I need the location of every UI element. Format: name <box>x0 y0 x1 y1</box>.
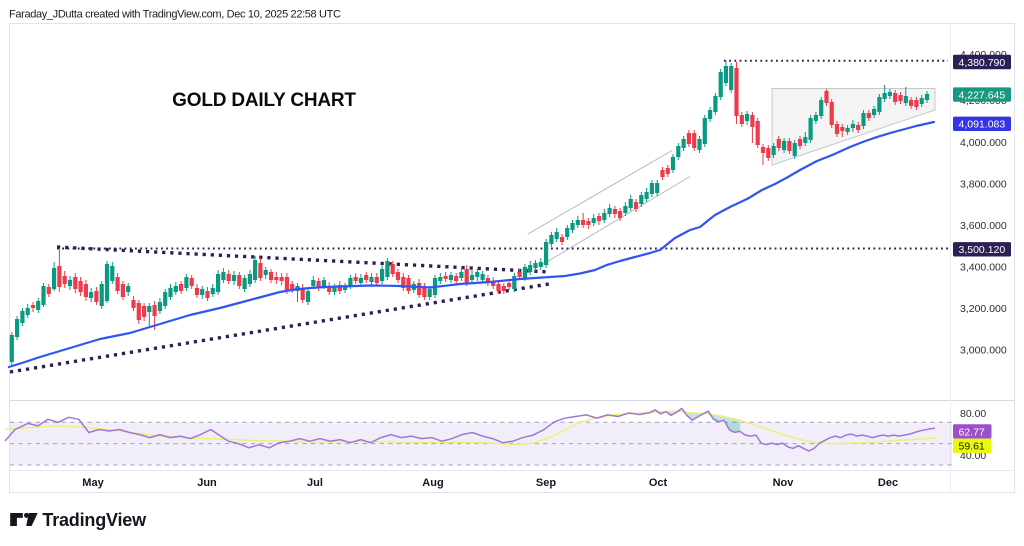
svg-text:Aug: Aug <box>422 477 443 489</box>
svg-text:80.00: 80.00 <box>960 408 986 420</box>
svg-text:3,200.000: 3,200.000 <box>960 303 1007 315</box>
svg-text:Jul: Jul <box>307 477 323 489</box>
svg-text:3,500.120: 3,500.120 <box>959 244 1006 256</box>
svg-text:4,227.645: 4,227.645 <box>959 90 1006 102</box>
svg-text:Jun: Jun <box>197 477 217 489</box>
svg-text:May: May <box>82 477 104 489</box>
svg-text:Nov: Nov <box>773 477 795 489</box>
svg-text:3,600.000: 3,600.000 <box>960 220 1007 232</box>
svg-text:GOLD DAILY CHART: GOLD DAILY CHART <box>172 90 356 111</box>
svg-text:Dec: Dec <box>878 477 898 489</box>
svg-text:40.00: 40.00 <box>960 450 986 462</box>
svg-text:3,000.000: 3,000.000 <box>960 345 1007 357</box>
svg-text:Faraday_JDutta created with Tr: Faraday_JDutta created with TradingView.… <box>9 9 341 21</box>
svg-text:Oct: Oct <box>649 477 668 489</box>
svg-text:59.61: 59.61 <box>959 441 985 453</box>
svg-text:4,380.790: 4,380.790 <box>959 57 1006 69</box>
svg-text:TradingView: TradingView <box>42 510 147 530</box>
svg-text:4,000.000: 4,000.000 <box>960 137 1007 149</box>
svg-text:62.77: 62.77 <box>959 426 985 438</box>
svg-text:4,091.083: 4,091.083 <box>959 119 1006 131</box>
svg-text:3,800.000: 3,800.000 <box>960 179 1007 191</box>
svg-text:3,400.000: 3,400.000 <box>960 262 1007 274</box>
svg-text:Sep: Sep <box>536 477 556 489</box>
